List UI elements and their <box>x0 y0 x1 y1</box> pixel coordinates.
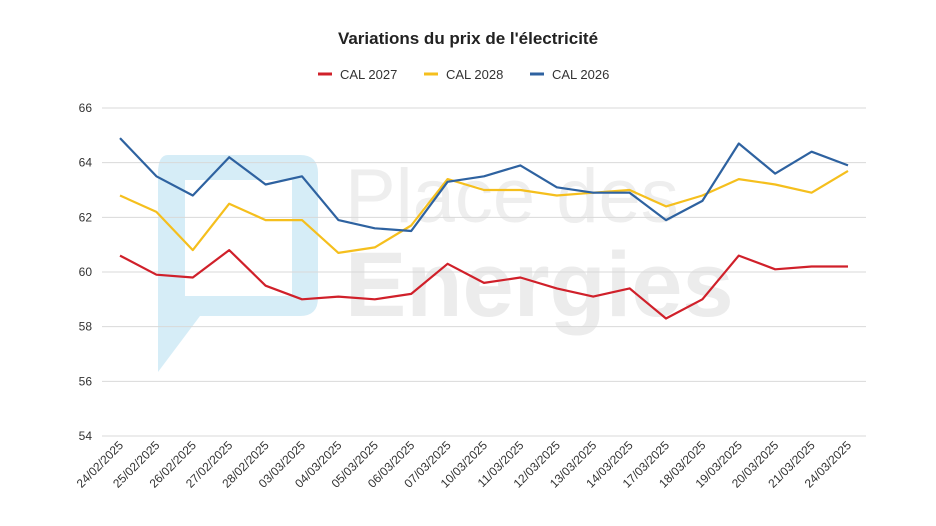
y-tick-label: 64 <box>79 156 93 170</box>
y-tick-label: 60 <box>79 265 93 279</box>
legend-label: CAL 2027 <box>340 67 397 82</box>
y-tick-label: 56 <box>79 374 93 388</box>
legend-label: CAL 2028 <box>446 67 503 82</box>
chart-title: Variations du prix de l'électricité <box>338 29 598 48</box>
y-tick-label: 58 <box>79 320 93 334</box>
x-axis: 24/02/202525/02/202526/02/202527/02/2025… <box>74 438 855 491</box>
series-line-cal-2026 <box>119 137 849 233</box>
legend: CAL 2027 CAL 2028 CAL 2026 <box>318 67 609 82</box>
y-tick-label: 62 <box>79 210 93 224</box>
legend-label: CAL 2026 <box>552 67 609 82</box>
y-tick-label: 54 <box>79 429 93 443</box>
watermark-line1: Place des <box>345 154 679 239</box>
y-tick-label: 66 <box>79 101 93 115</box>
series-line-cal-2027 <box>119 249 848 320</box>
watermark-line2: Energies <box>345 234 734 336</box>
grid <box>102 107 866 437</box>
watermark: Place des Energies <box>158 154 734 372</box>
series-line-cal-2028 <box>119 169 849 254</box>
watermark-logo <box>158 155 318 372</box>
series-lines <box>119 137 849 320</box>
y-axis: 54 56 58 60 62 64 66 <box>79 101 93 443</box>
